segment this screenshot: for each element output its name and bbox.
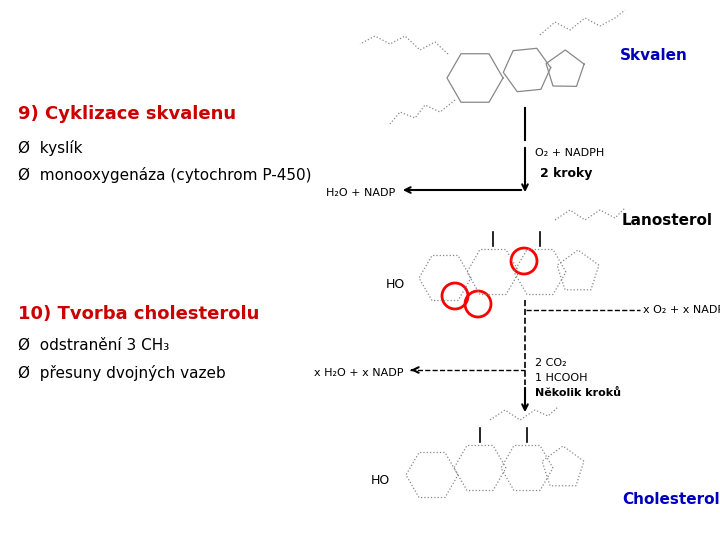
Text: Ø  odstranění 3 CH₃: Ø odstranění 3 CH₃	[18, 338, 169, 353]
Text: 9) Cyklizace skvalenu: 9) Cyklizace skvalenu	[18, 105, 236, 123]
Text: Cholesterol: Cholesterol	[622, 492, 719, 507]
Text: 1 HCOOH: 1 HCOOH	[535, 373, 588, 383]
Text: Skvalen: Skvalen	[620, 48, 688, 63]
Text: Lanosterol: Lanosterol	[622, 213, 713, 228]
Text: 2 CO₂: 2 CO₂	[535, 358, 567, 368]
Text: H₂O + NADP: H₂O + NADP	[325, 188, 395, 198]
Text: Ø  monooxygenáza (cytochrom P-450): Ø monooxygenáza (cytochrom P-450)	[18, 167, 312, 183]
Text: HO: HO	[386, 279, 405, 292]
Text: HO: HO	[371, 474, 390, 487]
Text: Několik kroků: Několik kroků	[535, 388, 621, 398]
Text: 10) Tvorba cholesterolu: 10) Tvorba cholesterolu	[18, 305, 259, 323]
Text: Ø  přesuny dvojných vazeb: Ø přesuny dvojných vazeb	[18, 365, 226, 381]
Text: x O₂ + x NADPH: x O₂ + x NADPH	[643, 305, 720, 315]
Text: Ø  kyslík: Ø kyslík	[18, 140, 83, 156]
Text: 2 kroky: 2 kroky	[540, 167, 593, 180]
Text: x H₂O + x NADP: x H₂O + x NADP	[315, 368, 404, 378]
Text: O₂ + NADPH: O₂ + NADPH	[535, 148, 604, 158]
